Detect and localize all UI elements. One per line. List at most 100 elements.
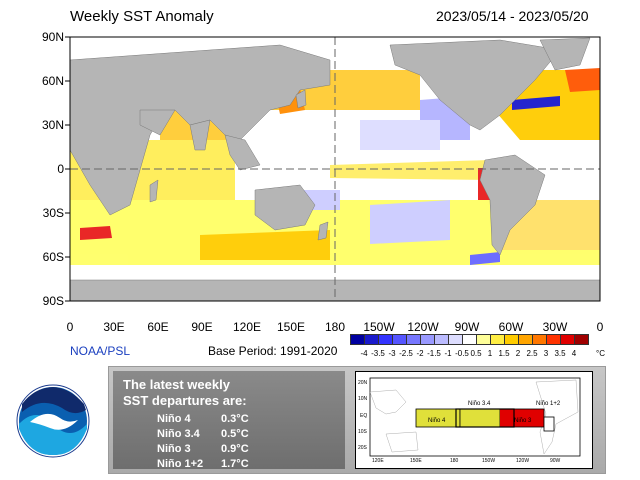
colorbar-cell bbox=[560, 334, 575, 345]
nino12-value: 1.7°C bbox=[221, 458, 249, 470]
inset-lat-label: EQ bbox=[360, 413, 368, 419]
inset-lon-label: 180 bbox=[450, 458, 459, 464]
colorbar-cell bbox=[462, 334, 477, 345]
lon-label: 90E bbox=[191, 320, 213, 334]
colorbar-cell bbox=[546, 334, 561, 345]
anomaly-hot-agulhas bbox=[80, 226, 112, 240]
land-india bbox=[189, 119, 211, 151]
nino12-box bbox=[543, 416, 555, 432]
anomaly-warm-equatorial-pacific bbox=[330, 160, 490, 180]
base-period: Base Period: 1991-2020 bbox=[208, 344, 338, 358]
colorbar-label: 0.5 bbox=[470, 349, 482, 358]
anomaly-warm-southern-indian bbox=[200, 230, 330, 260]
colorbar-cell bbox=[364, 334, 379, 345]
lon-label: 30W bbox=[542, 320, 568, 334]
inset-lon-label: 150W bbox=[482, 458, 496, 464]
nino-summary-panel: The latest weekly SST departures are: Ni… bbox=[108, 366, 606, 474]
anomaly-hot-north-atlantic bbox=[565, 68, 600, 92]
colorbar-label: 1 bbox=[487, 349, 493, 358]
colorbar-cell bbox=[406, 334, 421, 345]
land-arabia bbox=[139, 109, 176, 136]
colorbar-label: 1.5 bbox=[498, 349, 510, 358]
colorbar-label: -2.5 bbox=[399, 349, 413, 358]
inset-land-asia bbox=[369, 389, 407, 415]
lon-label: 0 bbox=[66, 320, 74, 334]
inset-lat-label: 10S bbox=[358, 429, 367, 435]
nino34-outline bbox=[455, 408, 515, 428]
colorbar-cell bbox=[518, 334, 533, 345]
anomaly-cool-south-pacific bbox=[370, 200, 450, 244]
lon-label: 150E bbox=[276, 320, 306, 334]
colorbar-label: -0.5 bbox=[455, 349, 469, 358]
lon-label: 60W bbox=[498, 320, 524, 334]
sst-anomaly-map bbox=[65, 36, 601, 302]
inset-lon-label: 90W bbox=[550, 458, 561, 464]
nino34-name: Niño 3.4 bbox=[157, 428, 200, 440]
lon-label: 90W bbox=[454, 320, 480, 334]
colorbar-label: -4 bbox=[360, 349, 368, 358]
noaa-psl-credit[interactable]: NOAA/PSL bbox=[70, 344, 131, 358]
colorbar-label: 3.5 bbox=[554, 349, 566, 358]
land-masses bbox=[70, 37, 600, 301]
nino4-name: Niño 4 bbox=[157, 413, 191, 425]
land-japan bbox=[295, 89, 307, 109]
lon-label: 120W bbox=[407, 320, 439, 334]
colorbar-label: 2.5 bbox=[526, 349, 538, 358]
map-title: Weekly SST Anomaly bbox=[70, 8, 214, 25]
anomaly-cool-tropical-pacific bbox=[360, 120, 440, 150]
land-madagascar bbox=[149, 179, 159, 203]
nino34-box bbox=[459, 408, 501, 428]
colorbar-label: -2 bbox=[416, 349, 424, 358]
colorbar-label: -3 bbox=[388, 349, 396, 358]
lat-label: 60S bbox=[42, 250, 64, 264]
lat-label: 30S bbox=[42, 206, 64, 220]
colorbar-cell bbox=[574, 334, 589, 345]
colorbar-cell bbox=[476, 334, 491, 345]
nino34-value: 0.5°C bbox=[221, 428, 249, 440]
lat-label: 30N bbox=[41, 118, 64, 132]
colorbar-cell bbox=[392, 334, 407, 345]
inset-label-nino4: Niño 4 bbox=[428, 418, 446, 424]
colorbar-label: 2 bbox=[515, 349, 521, 358]
land-greenland bbox=[539, 37, 591, 71]
inset-lon-label: 150E bbox=[410, 458, 422, 464]
panel-heading-line1: The latest weekly bbox=[123, 377, 230, 392]
colorbar-label: -3.5 bbox=[371, 349, 385, 358]
inset-lon-label: 120W bbox=[516, 458, 530, 464]
lat-label: 90S bbox=[42, 294, 64, 308]
lon-label: 60E bbox=[147, 320, 169, 334]
land-australia bbox=[254, 184, 316, 231]
inset-lat-label: 20S bbox=[358, 445, 367, 451]
nino-text-box: The latest weekly SST departures are: Ni… bbox=[113, 371, 345, 470]
colorbar-cell bbox=[490, 334, 505, 345]
lat-label: 60N bbox=[41, 74, 64, 88]
lat-label: 0 bbox=[57, 162, 64, 176]
land-new-zealand bbox=[317, 221, 329, 241]
panel-heading-line2: SST departures are: bbox=[123, 393, 247, 408]
colorbar-cell bbox=[378, 334, 393, 345]
inset-label-nino3: Niño 3 bbox=[514, 418, 532, 424]
colorbar-unit: °C bbox=[596, 349, 605, 358]
colorbar: -4 -3.5 -3 -2.5 -2 -1.5 -1 -0.5 0.5 1 1.5 2 2.5 3 3.5 4… bbox=[350, 334, 610, 364]
date-range: 2023/05/14 - 2023/05/20 bbox=[436, 8, 589, 24]
colorbar-label: -1.5 bbox=[427, 349, 441, 358]
inset-land-australia bbox=[385, 431, 419, 453]
colorbar-label: 3 bbox=[543, 349, 549, 358]
lon-label: 30E bbox=[103, 320, 125, 334]
colorbar-cell bbox=[532, 334, 547, 345]
nino34-overlap bbox=[500, 409, 514, 427]
colorbar-label: -1 bbox=[444, 349, 452, 358]
lon-label: 150W bbox=[363, 320, 395, 334]
inset-label-nino34: Niño 3.4 bbox=[468, 401, 491, 407]
noaa-logo bbox=[16, 384, 90, 458]
inset-lat-label: 20N bbox=[358, 380, 368, 386]
nino3-name: Niño 3 bbox=[157, 443, 191, 455]
colorbar-label: 4 bbox=[571, 349, 577, 358]
colorbar-cell bbox=[420, 334, 435, 345]
inset-lon-label: 120E bbox=[372, 458, 384, 464]
lon-label: 180 bbox=[324, 320, 346, 334]
land-south-america bbox=[479, 154, 546, 256]
land-southeast-asia bbox=[224, 134, 261, 171]
nino3-value: 0.9°C bbox=[221, 443, 249, 455]
colorbar-cell bbox=[434, 334, 449, 345]
